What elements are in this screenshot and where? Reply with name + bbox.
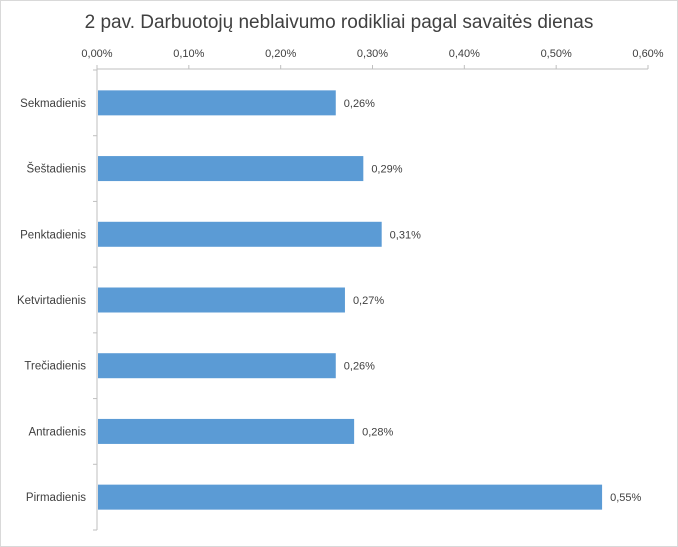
bar bbox=[98, 418, 355, 444]
bar bbox=[98, 156, 364, 182]
x-tick-label: 0,10% bbox=[173, 48, 204, 60]
data-label: 0,29% bbox=[371, 164, 402, 176]
bar bbox=[98, 353, 336, 379]
data-label: 0,26% bbox=[344, 361, 375, 373]
x-tick-label: 0,50% bbox=[541, 48, 572, 60]
x-tick-label: 0,40% bbox=[449, 48, 480, 60]
chart-title: 2 pav. Darbuotojų neblaivumo rodikliai p… bbox=[84, 12, 594, 33]
category-label: Pirmadienis bbox=[26, 492, 86, 504]
category-label: Sekmadienis bbox=[20, 98, 86, 110]
category-label: Šeštadienis bbox=[27, 163, 87, 176]
x-tick-label: 0,30% bbox=[357, 48, 388, 60]
category-label: Penktadienis bbox=[20, 229, 86, 241]
category-label: Ketvirtadienis bbox=[17, 295, 86, 307]
bar bbox=[98, 221, 382, 247]
x-tick-label: 0,00% bbox=[81, 48, 112, 60]
data-label: 0,27% bbox=[353, 295, 384, 307]
bar bbox=[98, 90, 336, 116]
x-tick-label: 0,60% bbox=[632, 48, 663, 60]
data-label: 0,55% bbox=[610, 492, 641, 504]
category-label: Antradienis bbox=[28, 426, 86, 438]
data-label: 0,31% bbox=[390, 229, 421, 241]
category-label: Trečiadienis bbox=[24, 361, 86, 373]
bar bbox=[98, 287, 345, 313]
data-label: 0,26% bbox=[344, 98, 375, 110]
x-tick-label: 0,20% bbox=[265, 48, 296, 60]
data-label: 0,28% bbox=[362, 426, 393, 438]
bar bbox=[98, 484, 603, 510]
